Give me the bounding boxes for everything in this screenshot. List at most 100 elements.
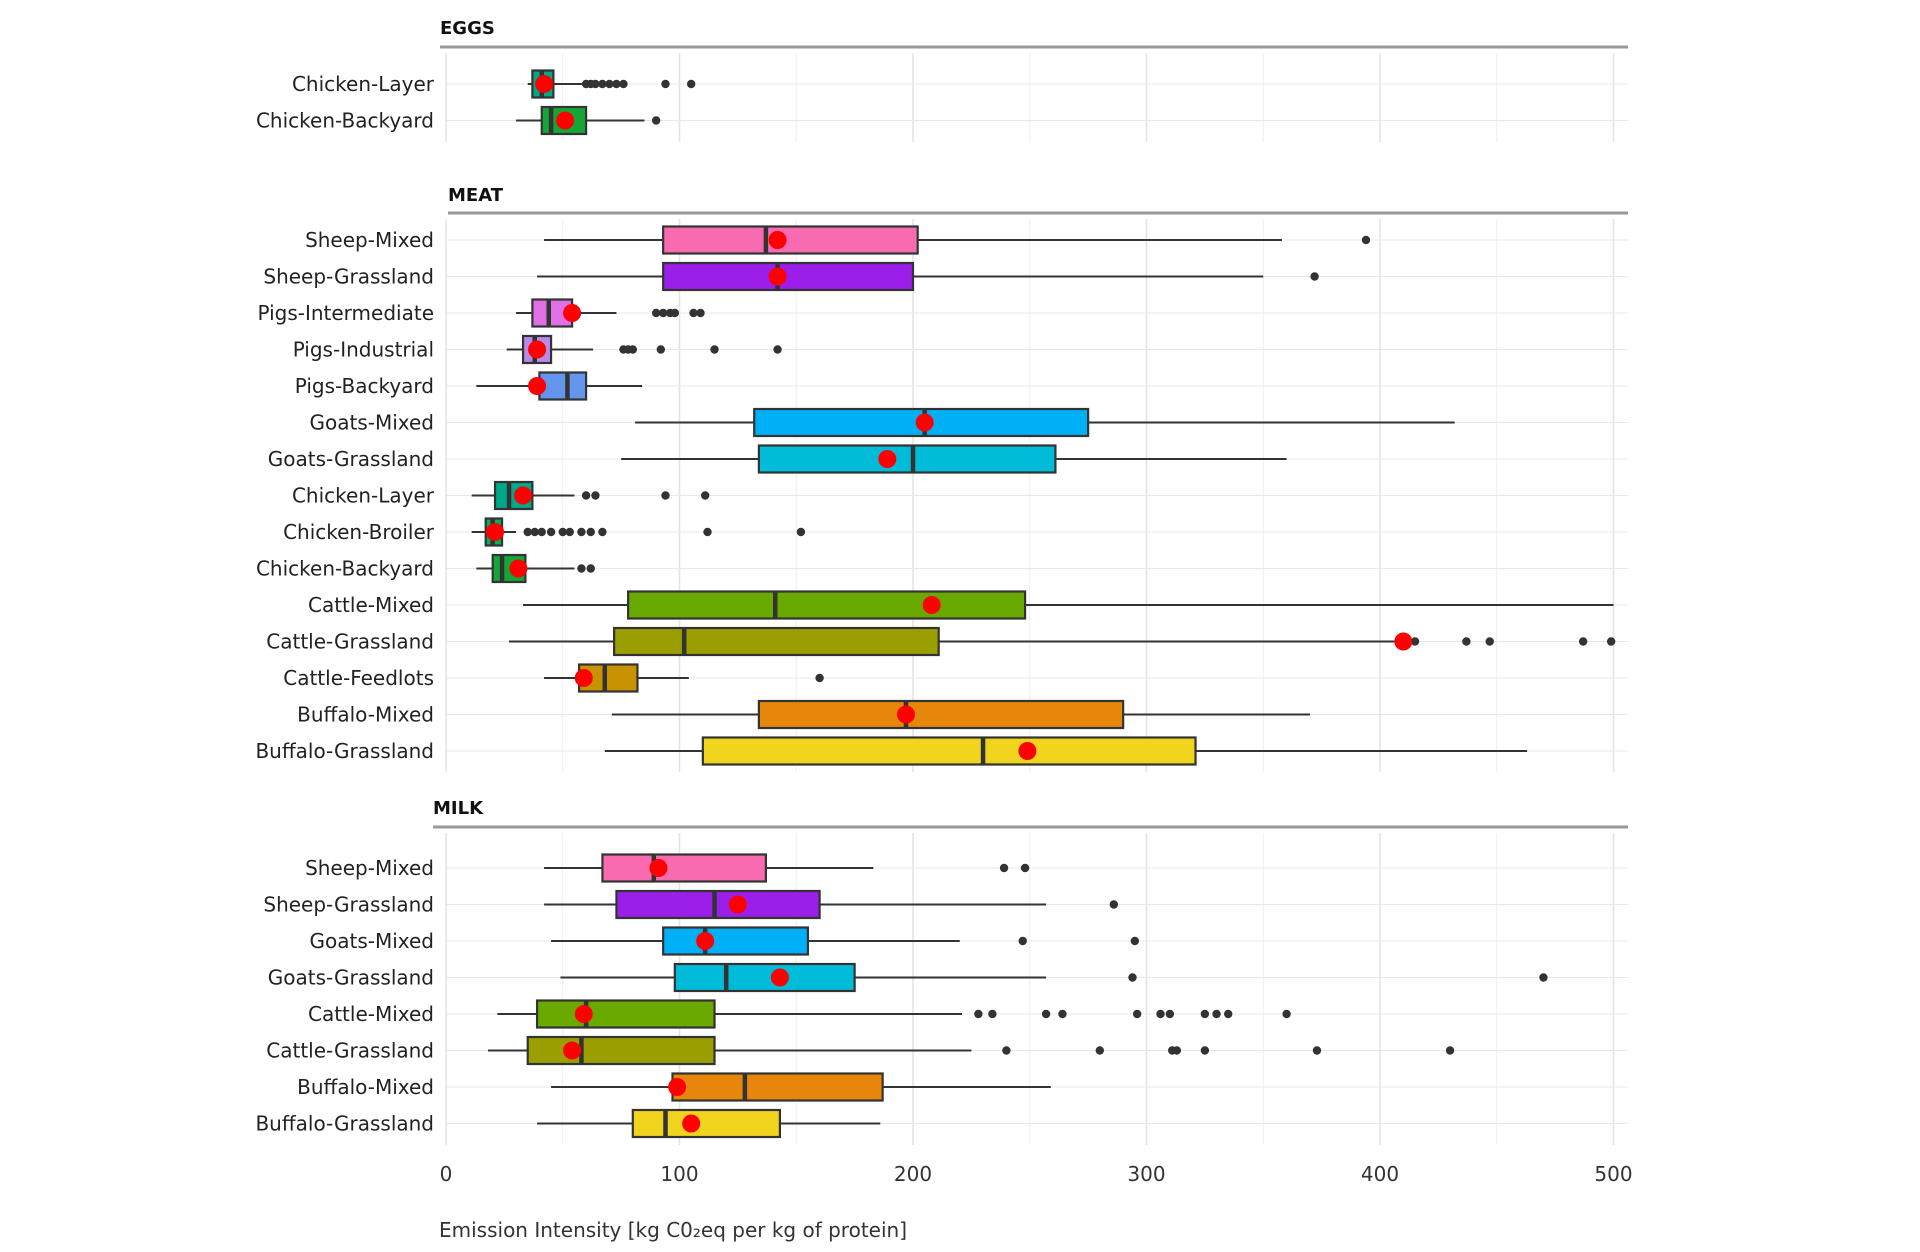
outlier-point: [565, 527, 574, 537]
outlier-point: [661, 79, 670, 89]
outlier-point: [651, 116, 661, 125]
outlier-point: [1132, 1009, 1142, 1019]
outlier-point: [628, 345, 637, 354]
category-label: Pigs-Industrial: [293, 338, 434, 362]
box-buffalo-grassland: [701, 736, 1197, 766]
box-sheep-grassland: [662, 261, 915, 292]
outlier-point: [710, 345, 719, 354]
outlier-point: [1109, 900, 1119, 909]
mean-point: [668, 1078, 687, 1096]
outlier-point: [619, 79, 628, 89]
category-label: Cattle-Grassland: [266, 1039, 434, 1063]
box-chicken-backyard: [491, 553, 527, 584]
outlier-point: [1445, 1046, 1455, 1055]
outlier-point: [999, 863, 1009, 873]
mean-point: [563, 1041, 582, 1060]
outlier-point: [1041, 1009, 1051, 1019]
x-tick-label: 400: [1361, 1162, 1399, 1186]
outlier-point: [1361, 235, 1371, 245]
category-label: Cattle-Mixed: [308, 593, 434, 617]
outlier-point: [537, 527, 546, 537]
mean-point: [728, 895, 747, 914]
outlier-point: [1095, 1046, 1105, 1055]
category-label: Cattle-Feedlots: [283, 666, 434, 690]
box-sheep-grassland: [615, 889, 821, 920]
outlier-point: [1485, 637, 1494, 646]
outlier-point: [1020, 863, 1030, 873]
mean-point: [768, 231, 787, 249]
mean-point: [574, 669, 593, 687]
outlier-point: [598, 527, 607, 537]
category-label: Chicken-Backyard: [256, 109, 434, 133]
outlier-point: [773, 345, 782, 354]
facet-title-milk: MILK: [433, 798, 484, 819]
outlier-point: [1539, 973, 1548, 982]
category-label: Sheep-Mixed: [305, 228, 434, 252]
outlier-point: [530, 527, 539, 537]
x-tick-label: 200: [894, 1162, 932, 1186]
outlier-point: [815, 673, 824, 683]
mean-point: [535, 75, 554, 93]
mean-point: [528, 340, 547, 359]
category-label: Goats-Grassland: [268, 966, 434, 990]
outlier-point: [1462, 637, 1471, 646]
category-label: Pigs-Intermediate: [257, 301, 434, 325]
category-label: Chicken-Layer: [292, 484, 435, 508]
outlier-point: [1156, 1009, 1165, 1019]
outlier-point: [1128, 973, 1137, 982]
mean-point: [514, 486, 533, 505]
outlier-point: [591, 79, 600, 89]
outlier-point: [1058, 1009, 1067, 1019]
category-label: Chicken-Backyard: [256, 557, 434, 581]
outlier-point: [1310, 272, 1319, 281]
box-buffalo-grassland: [631, 1108, 782, 1139]
outlier-point: [546, 527, 556, 537]
mean-point: [563, 304, 582, 322]
outlier-point: [796, 527, 806, 537]
mean-point: [696, 932, 715, 950]
box-cattle-grassland: [613, 626, 940, 657]
mean-point: [1018, 742, 1037, 760]
outlier-point: [1200, 1009, 1210, 1019]
mean-point: [1394, 632, 1413, 651]
x-tick-label: 0: [440, 1162, 453, 1186]
category-label: Sheep-Mixed: [305, 856, 434, 880]
mean-point: [528, 377, 547, 395]
box-pigs-backyard: [538, 371, 588, 401]
box-goats-grassland: [673, 962, 856, 993]
outlier-point: [1606, 637, 1616, 646]
outlier-point: [1282, 1009, 1291, 1019]
category-label: Chicken-Broiler: [283, 520, 435, 544]
outlier-point: [1410, 637, 1420, 646]
x-tick-label: 500: [1594, 1162, 1632, 1186]
mean-point: [682, 1114, 701, 1133]
outlier-point: [656, 345, 666, 354]
box-buffalo-mixed: [757, 699, 1125, 730]
mean-point: [649, 859, 668, 877]
mean-point: [878, 450, 897, 468]
outlier-point: [598, 79, 607, 89]
outlier-point: [696, 308, 705, 318]
outlier-point: [661, 491, 670, 500]
category-label: Buffalo-Grassland: [255, 1112, 434, 1136]
box-cattle-mixed: [627, 590, 1027, 620]
category-label: Sheep-Grassland: [263, 265, 434, 289]
outlier-point: [703, 527, 712, 537]
mean-point: [770, 968, 789, 987]
outlier-point: [586, 564, 595, 573]
outlier-point: [974, 1009, 983, 1019]
outlier-point: [605, 79, 614, 89]
outlier-point: [612, 79, 621, 89]
outlier-point: [1312, 1046, 1322, 1055]
outlier-point: [689, 308, 698, 318]
outlier-point: [586, 527, 595, 537]
outlier-point: [700, 491, 710, 500]
outlier-point: [1018, 936, 1027, 946]
mean-point: [509, 559, 528, 578]
box-goats-grassland: [757, 444, 1057, 474]
mean-point: [896, 705, 915, 724]
category-label: Sheep-Grassland: [263, 893, 434, 917]
outlier-point: [1165, 1009, 1175, 1019]
